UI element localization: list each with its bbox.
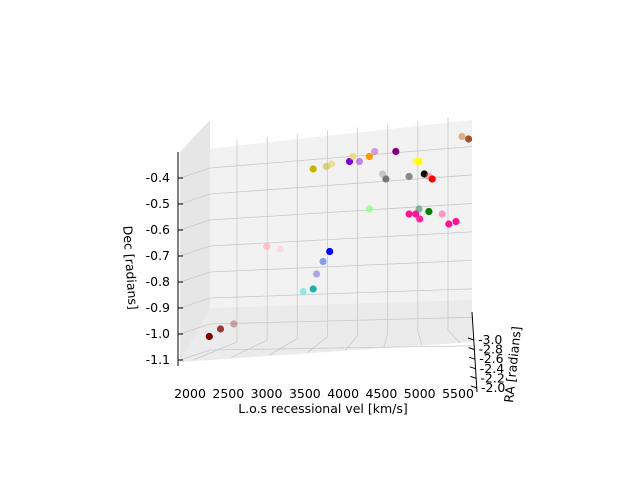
data-point — [230, 320, 238, 328]
data-point — [365, 152, 373, 161]
y-tick — [470, 385, 478, 389]
z-side-gridline — [179, 193, 211, 205]
z-gridline — [209, 231, 473, 247]
z-gridline — [209, 316, 473, 325]
data-point — [371, 147, 379, 156]
data-point — [365, 205, 373, 213]
axis-panes — [180, 120, 472, 362]
y-tick-label: -3.0 — [478, 332, 502, 347]
z-tick-label: -0.5 — [146, 196, 170, 211]
data-point — [299, 287, 307, 296]
z-tick-label: -0.4 — [146, 170, 170, 185]
y-tick — [467, 337, 475, 341]
x-tick-label: 2500 — [212, 386, 244, 401]
x-axis-label: L.o.s recessional vel [km/s] — [238, 401, 408, 416]
data-point — [216, 325, 225, 333]
y-tick-label: -2.6 — [479, 351, 503, 366]
data-point — [452, 217, 460, 226]
data-point — [382, 175, 390, 183]
z-gridline — [209, 288, 473, 299]
z-side-gridline — [179, 245, 211, 257]
data-point — [458, 132, 466, 141]
data-points — [205, 132, 473, 341]
y-axis-line — [471, 311, 478, 393]
z-tick-label: -1.0 — [146, 326, 170, 341]
y-tick — [469, 366, 476, 370]
data-point — [349, 152, 357, 161]
x-tick-label: 3000 — [251, 386, 283, 401]
z-gridline — [209, 146, 473, 169]
side-pane — [180, 120, 210, 362]
y-tick — [468, 347, 475, 351]
data-point — [405, 172, 413, 181]
data-point — [405, 210, 413, 218]
data-point — [326, 247, 334, 256]
x-tick-label: 2000 — [174, 386, 206, 401]
data-point — [355, 157, 364, 166]
tick-labels: 2000 2500 3000 3500 4000 4500 5000 5500 -0.4 -0.5… — [146, 170, 506, 401]
data-point — [392, 147, 400, 156]
data-point — [328, 160, 336, 168]
y-axis-label: RA [radians] — [501, 326, 524, 404]
y-tick-label: -2.8 — [479, 342, 503, 357]
z-side-gridline — [179, 323, 211, 335]
data-point — [428, 175, 436, 183]
data-point — [309, 285, 317, 293]
floor-gridline — [383, 333, 389, 348]
data-point — [263, 242, 271, 251]
x-tick-label: 3500 — [289, 386, 321, 401]
z-tick-label: -0.9 — [146, 300, 170, 315]
y-tick-label: -2.4 — [480, 361, 504, 376]
y-tick — [470, 375, 477, 379]
data-point — [415, 157, 423, 166]
data-point — [425, 207, 433, 216]
data-point — [445, 220, 453, 228]
z-side-gridline — [179, 271, 211, 283]
x-tick-label: 4500 — [366, 386, 398, 401]
y-tick-label: -2.0 — [481, 380, 505, 395]
data-point — [319, 257, 327, 266]
x-tick-label: 4000 — [327, 386, 359, 401]
x-tick-label: 5000 — [404, 386, 436, 401]
floor-gridline — [447, 329, 461, 344]
z-side-gridline — [179, 219, 211, 231]
floor-gridline — [307, 336, 328, 354]
data-point — [205, 332, 213, 341]
z-side-gridline — [179, 297, 211, 309]
y-tick — [469, 356, 476, 360]
z-gridline — [209, 203, 473, 221]
data-point — [312, 270, 321, 278]
floor-gridline — [417, 331, 423, 346]
z-side-gridline — [179, 167, 211, 179]
floor-gridline — [230, 339, 268, 358]
z-tick-label: -0.8 — [146, 274, 170, 289]
floor-pane — [180, 300, 472, 362]
x-tick-label: 5500 — [442, 386, 474, 401]
z-gridline — [209, 345, 473, 351]
z-tick-label: -0.6 — [146, 222, 170, 237]
data-point — [309, 165, 317, 173]
gridlines — [179, 118, 473, 361]
data-point — [415, 205, 423, 213]
z-gridline — [209, 259, 473, 273]
z-tick-label: -0.7 — [146, 248, 170, 263]
z-axis-label: Dec [radians] — [120, 225, 141, 310]
data-point — [465, 135, 473, 143]
z-side-gridline — [179, 349, 211, 361]
floor-gridline — [192, 341, 238, 361]
data-point — [438, 210, 446, 218]
y-tick-label: -2.2 — [480, 370, 504, 385]
axis-lines — [177, 152, 478, 393]
data-point — [416, 215, 424, 223]
data-point — [276, 245, 284, 253]
floor-gridline — [269, 338, 298, 356]
z-tick-label: -1.1 — [146, 352, 170, 367]
